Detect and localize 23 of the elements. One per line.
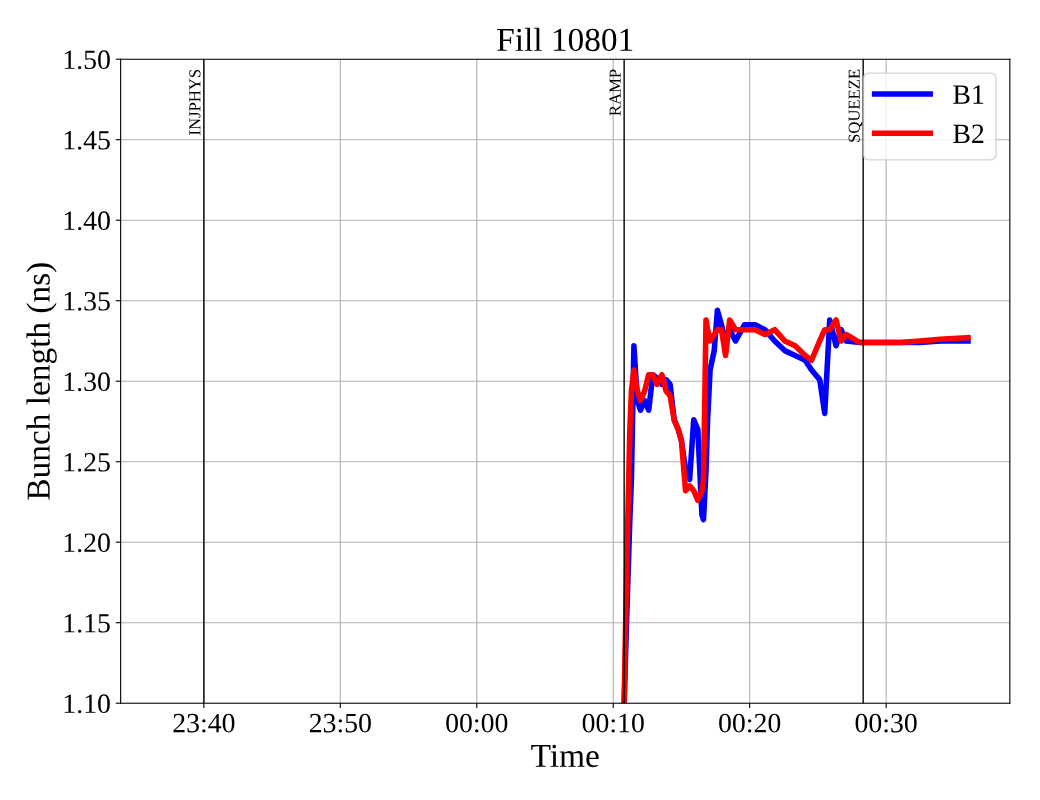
x-axis-title: Time [531, 744, 599, 768]
x-tick-label: 00:30 [855, 713, 917, 733]
ref-line-label: SQUEEZE [848, 69, 863, 142]
x-tick-label: 00:10 [582, 713, 644, 733]
legend-label: B2 [953, 124, 984, 143]
legend-label: B1 [953, 85, 984, 104]
y-tick-label: 1.25 [64, 452, 110, 472]
y-tick-label: 1.10 [64, 694, 110, 714]
y-tick-label: 1.30 [64, 372, 110, 392]
y-tick-label: 1.40 [64, 211, 110, 231]
ref-line-label: INJPHYS [189, 69, 201, 135]
y-tick-label: 1.45 [64, 131, 110, 150]
y-tick-label: 1.15 [64, 614, 110, 633]
y-tick-label: 1.50 [64, 50, 110, 70]
x-tick-label: 00:00 [446, 713, 508, 733]
y-tick-label: 1.20 [64, 533, 110, 553]
x-tick-label: 23:40 [173, 713, 235, 733]
y-axis-title: Bunch length (ns) [26, 263, 57, 500]
y-tick-label: 1.35 [64, 291, 110, 311]
ref-line-label: RAMP [609, 69, 621, 116]
x-tick-label: 00:20 [719, 713, 781, 733]
chart-title: Fill 10801 [497, 27, 633, 52]
x-tick-label: 23:50 [309, 713, 371, 733]
